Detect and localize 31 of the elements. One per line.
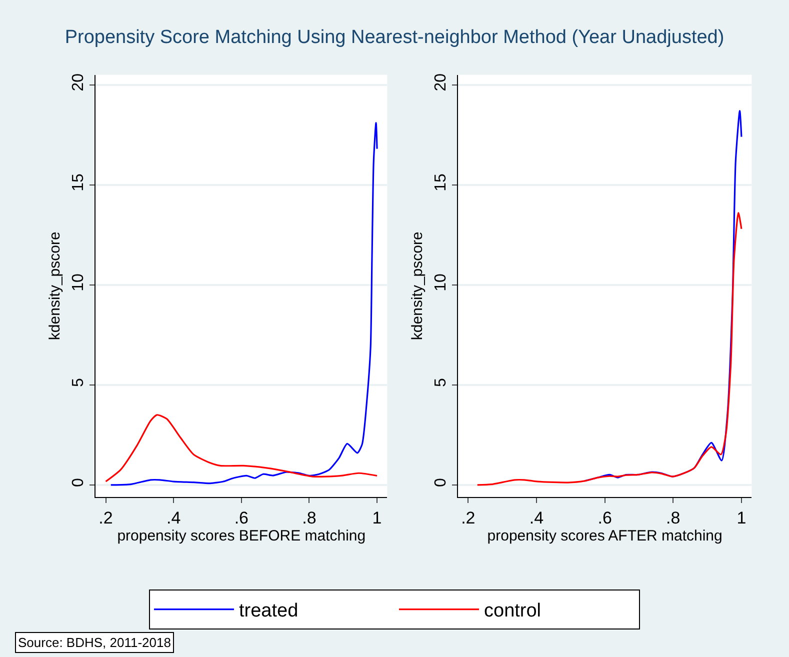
x-axis-title: propensity scores AFTER matching [487, 527, 722, 544]
chart-title: Propensity Score Matching Using Nearest-neighbor Method (Year Unadjusted) [64, 26, 724, 48]
legend-label: control [484, 600, 542, 622]
legend-label: treated [239, 600, 298, 622]
x-tick-label: 1 [372, 508, 382, 528]
x-tick-label: .4 [529, 508, 544, 528]
y-tick-label: 15 [432, 173, 450, 192]
y-tick-label: 20 [70, 73, 88, 92]
line-series [476, 212, 742, 486]
y-tick-label: 5 [432, 378, 450, 387]
x-tick-label: .2 [461, 508, 476, 528]
x-tick-label: .6 [234, 508, 249, 528]
x-tick-label: .8 [302, 508, 316, 528]
y-tick-label: 10 [70, 273, 88, 292]
y-tick-label: 0 [70, 478, 88, 487]
y-axis-title: kdensity_pscore [46, 232, 64, 340]
x-tick-label: .2 [98, 508, 113, 528]
y-tick-label: 15 [70, 173, 88, 192]
y-tick-label: 10 [432, 273, 450, 292]
x-axis-title: propensity scores BEFORE matching [117, 527, 366, 544]
x-tick-label: .8 [666, 508, 680, 528]
y-axis-title: kdensity_pscore [408, 232, 426, 340]
y-tick-label: 5 [70, 378, 88, 387]
y-tick-label: 0 [432, 478, 450, 487]
x-tick-label: 1 [736, 508, 746, 528]
line-series [110, 122, 378, 486]
line-series [104, 414, 378, 482]
x-tick-label: .6 [598, 508, 612, 528]
source-note: Source: BDHS, 2011-2018 [18, 635, 171, 650]
y-tick-label: 20 [432, 73, 450, 92]
x-tick-label: .4 [166, 508, 181, 528]
